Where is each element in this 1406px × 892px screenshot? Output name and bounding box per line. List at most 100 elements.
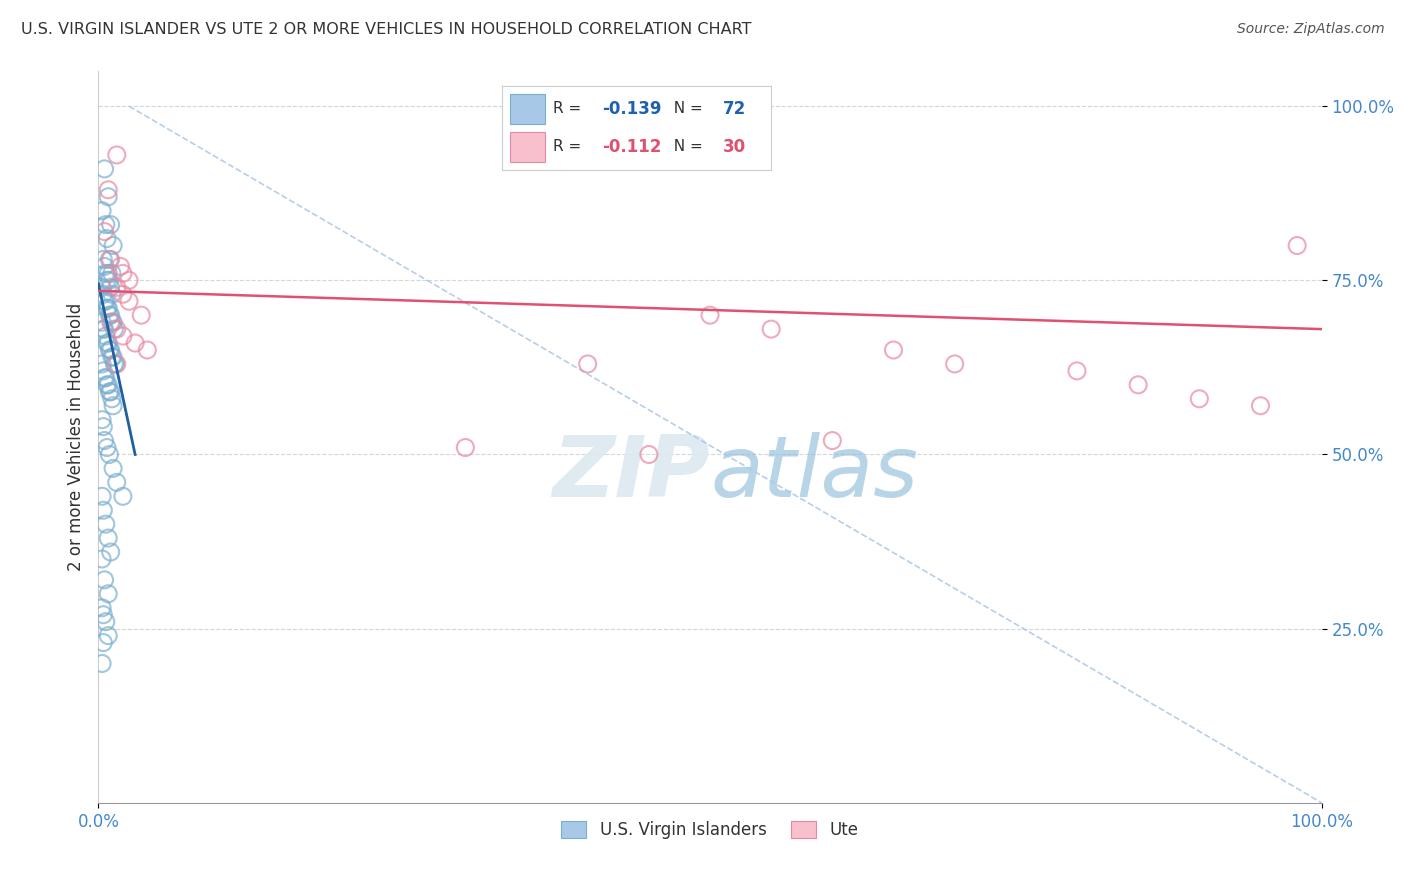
Point (100, 315, 122, 329)
Point (97, 587, 120, 601)
Point (105, 357, 128, 371)
Text: atlas: atlas (710, 432, 918, 516)
Point (93, 260, 115, 274)
Point (100, 343, 122, 357)
Point (101, 315, 124, 329)
Point (91, 657, 114, 671)
Point (1066, 364, 1088, 378)
Point (93, 161, 115, 176)
Point (101, 461, 124, 475)
Legend: U.S. Virgin Islanders, Ute: U.S. Virgin Islanders, Ute (554, 814, 866, 846)
Point (101, 238, 124, 252)
Point (91, 315, 114, 329)
Point (93, 225, 115, 239)
Point (111, 266, 134, 280)
Point (91, 287, 114, 301)
Point (101, 315, 124, 329)
Point (93, 294, 115, 309)
Point (100, 280, 122, 294)
Point (91, 252, 114, 267)
Point (111, 489, 134, 503)
Point (105, 148, 128, 162)
Point (98, 252, 121, 267)
Point (97, 629, 120, 643)
Point (94, 371, 117, 385)
Point (97, 183, 120, 197)
Y-axis label: 2 or more Vehicles in Household: 2 or more Vehicles in Household (66, 303, 84, 571)
Point (101, 399, 124, 413)
Text: ZIP: ZIP (553, 432, 710, 516)
Point (93, 573, 115, 587)
Point (101, 350, 124, 364)
Point (883, 343, 905, 357)
Point (91, 364, 114, 378)
Point (105, 280, 128, 294)
Point (94, 218, 117, 232)
Point (91, 607, 114, 622)
Point (100, 308, 122, 322)
Point (98, 273, 121, 287)
Point (105, 322, 128, 336)
Point (821, 434, 844, 448)
Point (97, 190, 120, 204)
Point (93, 322, 115, 336)
Point (97, 377, 120, 392)
Point (91, 600, 114, 615)
Point (91, 412, 114, 426)
Point (91, 357, 114, 371)
Point (91, 322, 114, 336)
Point (94, 517, 117, 532)
Point (91, 203, 114, 218)
Point (103, 357, 125, 371)
Point (96, 273, 118, 287)
Point (98, 448, 121, 462)
Point (94, 329, 117, 343)
Point (91, 419, 114, 434)
Point (454, 441, 477, 455)
Point (96, 301, 118, 316)
Point (98, 384, 121, 399)
Text: Source: ZipAtlas.com: Source: ZipAtlas.com (1237, 22, 1385, 37)
Point (94, 266, 117, 280)
Point (97, 301, 120, 316)
Point (104, 357, 127, 371)
Point (576, 357, 599, 371)
Point (761, 322, 783, 336)
Text: U.S. VIRGIN ISLANDER VS UTE 2 OR MORE VEHICLES IN HOUSEHOLD CORRELATION CHART: U.S. VIRGIN ISLANDER VS UTE 2 OR MORE VE… (21, 22, 752, 37)
Point (110, 260, 132, 274)
Point (93, 434, 115, 448)
Point (118, 273, 141, 287)
Point (101, 392, 124, 406)
Point (111, 329, 134, 343)
Point (98, 343, 121, 357)
Point (101, 350, 124, 364)
Point (118, 294, 141, 309)
Point (97, 336, 120, 351)
Point (136, 343, 159, 357)
Point (124, 336, 146, 351)
Point (96, 336, 118, 351)
Point (101, 287, 124, 301)
Point (1128, 377, 1150, 392)
Point (94, 615, 117, 629)
Point (98, 308, 121, 322)
Point (129, 308, 152, 322)
Point (111, 287, 134, 301)
Point (699, 308, 721, 322)
Point (91, 503, 114, 517)
Point (91, 280, 114, 294)
Point (100, 252, 122, 267)
Point (97, 531, 120, 545)
Point (96, 377, 118, 392)
Point (94, 294, 117, 309)
Point (91, 552, 114, 566)
Point (100, 218, 122, 232)
Point (101, 266, 124, 280)
Point (103, 322, 125, 336)
Point (1286, 238, 1309, 252)
Point (1250, 399, 1272, 413)
Point (100, 384, 122, 399)
Point (93, 371, 115, 385)
Point (96, 441, 118, 455)
Point (943, 357, 966, 371)
